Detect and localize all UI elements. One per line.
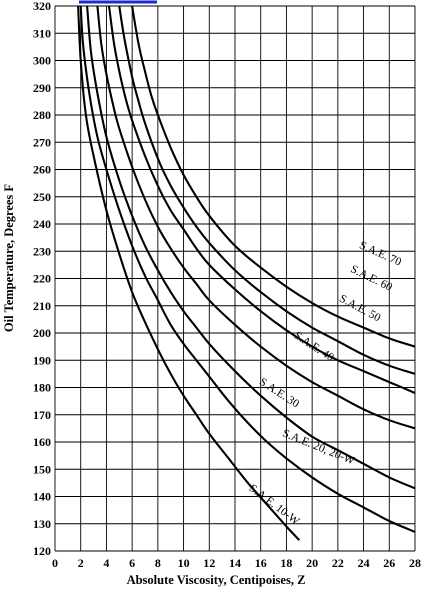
series-line-7 [131, 6, 415, 348]
y-tick-label: 200 [33, 326, 51, 340]
y-tick-label: 290 [33, 81, 51, 95]
x-tick-label: 2 [78, 556, 84, 570]
x-tick-label: 26 [383, 556, 395, 570]
x-tick-label: 10 [178, 556, 190, 570]
y-tick-label: 260 [33, 163, 51, 177]
y-tick-label: 190 [33, 353, 51, 367]
x-tick-label: 6 [129, 556, 135, 570]
y-tick-label: 250 [33, 190, 51, 204]
y-tick-label: 310 [33, 26, 51, 40]
y-tick-label: 320 [33, 0, 51, 13]
x-tick-label: 28 [409, 556, 421, 570]
y-tick-label: 120 [33, 544, 51, 558]
x-tick-label: 16 [255, 556, 267, 570]
x-axis-title: Absolute Viscosity, Centipoises, Z [127, 573, 306, 587]
x-tick-labels: 0 2 4 6 8 10 12 14 16 18 20 22 24 26 28 [52, 556, 421, 570]
series-line-4 [96, 6, 415, 430]
y-tick-label: 180 [33, 381, 51, 395]
series-line-2 [79, 6, 415, 533]
y-tick-labels: 120 130 140 150 160 170 180 190 200 210 220 230 240 2… [33, 0, 51, 558]
x-tick-label: 8 [155, 556, 161, 570]
y-tick-label: 240 [33, 217, 51, 231]
series-line-3 [86, 6, 415, 490]
x-tick-label: 20 [306, 556, 318, 570]
y-tick-label: 230 [33, 244, 51, 258]
x-tick-label: 22 [332, 556, 344, 570]
series-line-1 [77, 6, 301, 541]
y-tick-label: 280 [33, 108, 51, 122]
x-tick-label: 12 [203, 556, 215, 570]
y-tick-label: 210 [33, 299, 51, 313]
x-tick-label: 4 [103, 556, 109, 570]
y-tick-label: 130 [33, 517, 51, 531]
curves [77, 6, 415, 541]
y-tick-label: 270 [33, 135, 51, 149]
series-line-6 [118, 6, 415, 375]
x-tick-label: 24 [358, 556, 370, 570]
y-tick-label: 220 [33, 272, 51, 286]
y-axis-title: Oil Temperature, Degrees F [2, 184, 16, 332]
y-tick-label: 160 [33, 435, 51, 449]
x-tick-label: 18 [280, 556, 292, 570]
y-tick-label: 300 [33, 54, 51, 68]
gridlines [54, 5, 416, 552]
series-line-5 [107, 6, 415, 394]
y-tick-label: 140 [33, 490, 51, 504]
y-tick-label: 150 [33, 462, 51, 476]
y-tick-label: 170 [33, 408, 51, 422]
x-tick-label: 0 [52, 556, 58, 570]
x-tick-label: 14 [229, 556, 241, 570]
